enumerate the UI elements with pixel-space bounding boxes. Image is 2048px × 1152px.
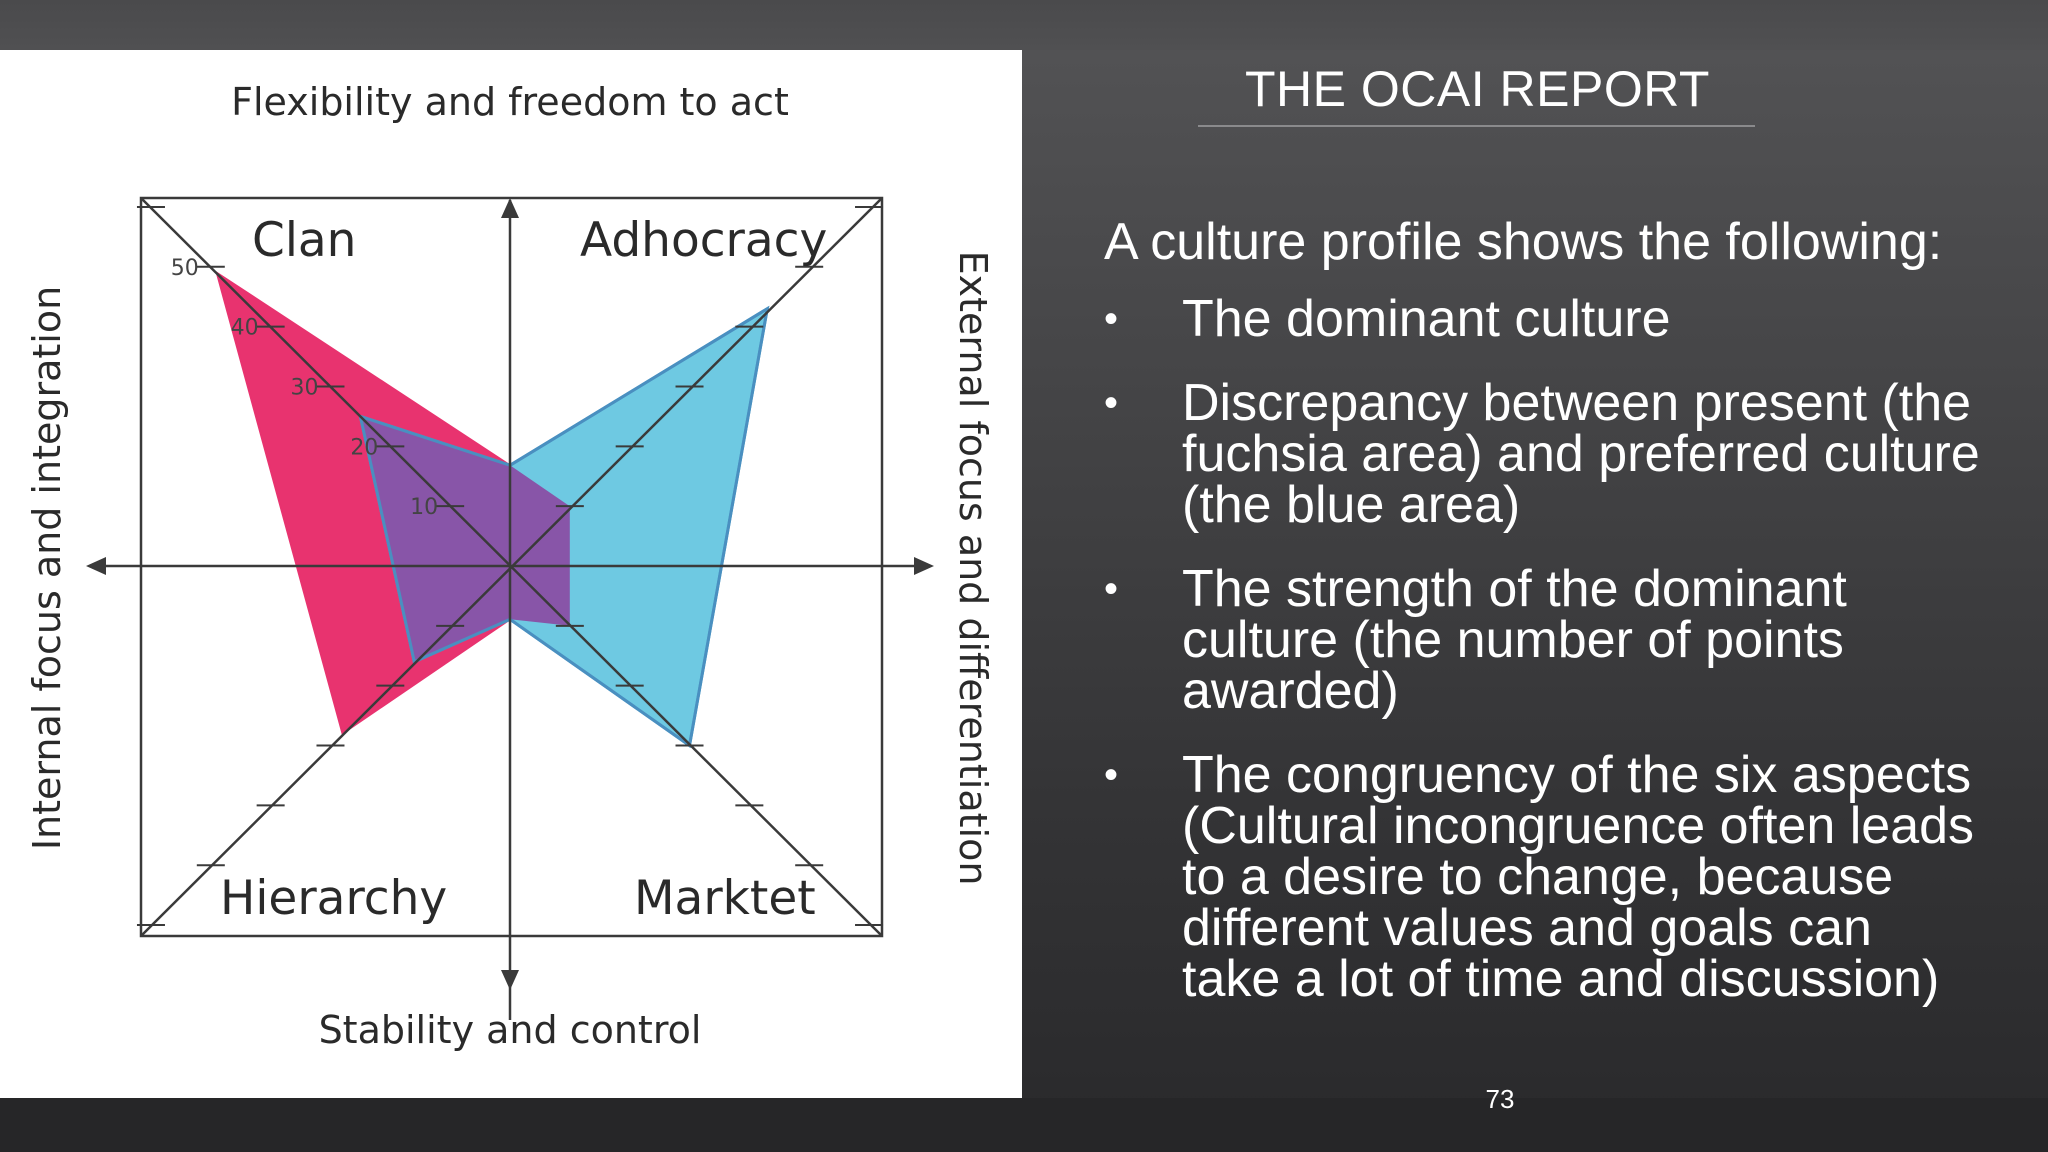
scale-label: 10 [410,495,438,520]
axis-label-bottom: Stability and control [319,1008,702,1052]
bullet-item: • The strength of the dominant culture (… [1104,563,1984,717]
bullet-list: • The dominant culture • Discrepancy bet… [1104,293,1984,1038]
bullet-text: The dominant culture [1182,290,1671,348]
arrow-left-icon [86,557,106,575]
axis-label-top: Flexibility and freedom to act [231,80,789,124]
arrow-down-icon [501,970,519,990]
slide-top-band [0,0,2048,50]
slide-bottom-band [0,1098,2048,1152]
bullet-marker: • [1104,381,1119,425]
bullet-marker: • [1104,753,1119,797]
overlap-area [360,308,570,734]
quadrant-label-market: Marktet [634,871,816,926]
bullet-text: The congruency of the six aspects (Cultu… [1182,746,1975,1008]
bullet-marker: • [1104,567,1119,611]
ocai-culture-profile-figure: 50 40 30 20 10 Flexibility and freedom to ac… [0,50,1022,1098]
quadrant-label-adhocracy: Adhocracy [580,213,827,268]
profile-areas [215,270,770,749]
arrow-right-icon [914,557,934,575]
bullet-item: • The congruency of the six aspects (Cul… [1104,749,1984,1005]
page-number: 73 [1485,1084,1515,1114]
title-divider [1198,125,1755,127]
ocai-diagram-svg: 50 40 30 20 10 Flexibility and freedom to ac… [25,80,995,1052]
bullet-item: • The dominant culture [1104,293,1984,345]
scale-label: 40 [231,316,259,341]
bullet-marker: • [1104,297,1119,341]
axis-label-left: Internal focus and integration [25,286,69,850]
scale-label: 20 [350,435,378,460]
diagram-frame [86,196,934,1020]
arrow-up-icon [501,198,519,218]
intro-text: A culture profile shows the following: [1104,213,1943,271]
axis-label-right: External focus and differentiation [951,251,995,886]
quadrant-label-clan: Clan [252,213,356,268]
bullet-text: Discrepancy between present (the fuchsia… [1182,374,1980,534]
scale-label: 30 [290,375,318,400]
scale-ticks: 50 40 30 20 10 [136,205,884,927]
quadrant-label-hierarchy: Hierarchy [220,871,447,926]
bullet-item: • Discrepancy between present (the fuchs… [1104,377,1984,531]
slide-title: THE OCAI REPORT [1245,61,1710,117]
bullet-text: The strength of the dominant culture (th… [1182,560,1847,720]
scale-label: 50 [171,256,199,281]
